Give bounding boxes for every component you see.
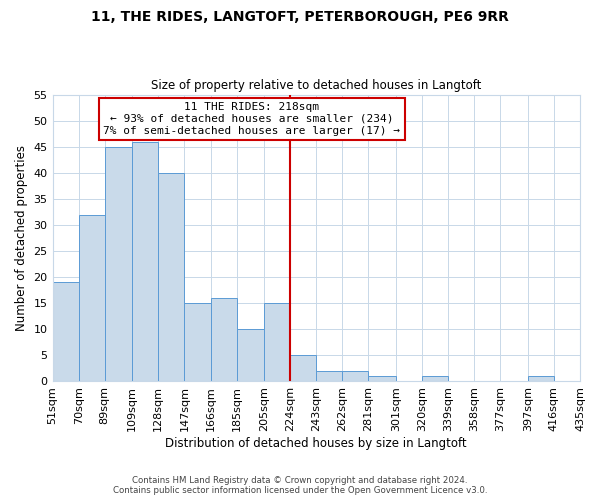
Bar bbox=[343, 371, 368, 382]
Bar bbox=[580, 376, 600, 382]
Bar bbox=[290, 356, 316, 382]
Bar bbox=[132, 142, 158, 382]
Bar bbox=[316, 371, 343, 382]
Bar bbox=[422, 376, 448, 382]
Bar bbox=[105, 146, 132, 382]
Bar bbox=[211, 298, 236, 382]
Text: 11 THE RIDES: 218sqm
← 93% of detached houses are smaller (234)
7% of semi-detac: 11 THE RIDES: 218sqm ← 93% of detached h… bbox=[103, 102, 400, 136]
X-axis label: Distribution of detached houses by size in Langtoft: Distribution of detached houses by size … bbox=[166, 437, 467, 450]
Title: Size of property relative to detached houses in Langtoft: Size of property relative to detached ho… bbox=[151, 79, 481, 92]
Text: 11, THE RIDES, LANGTOFT, PETERBOROUGH, PE6 9RR: 11, THE RIDES, LANGTOFT, PETERBOROUGH, P… bbox=[91, 10, 509, 24]
Bar bbox=[79, 214, 105, 382]
Text: Contains HM Land Registry data © Crown copyright and database right 2024.
Contai: Contains HM Land Registry data © Crown c… bbox=[113, 476, 487, 495]
Bar bbox=[184, 303, 211, 382]
Bar bbox=[236, 330, 264, 382]
Bar bbox=[158, 173, 184, 382]
Bar bbox=[264, 303, 290, 382]
Bar bbox=[528, 376, 554, 382]
Bar bbox=[368, 376, 396, 382]
Y-axis label: Number of detached properties: Number of detached properties bbox=[15, 145, 28, 331]
Bar bbox=[53, 282, 79, 382]
